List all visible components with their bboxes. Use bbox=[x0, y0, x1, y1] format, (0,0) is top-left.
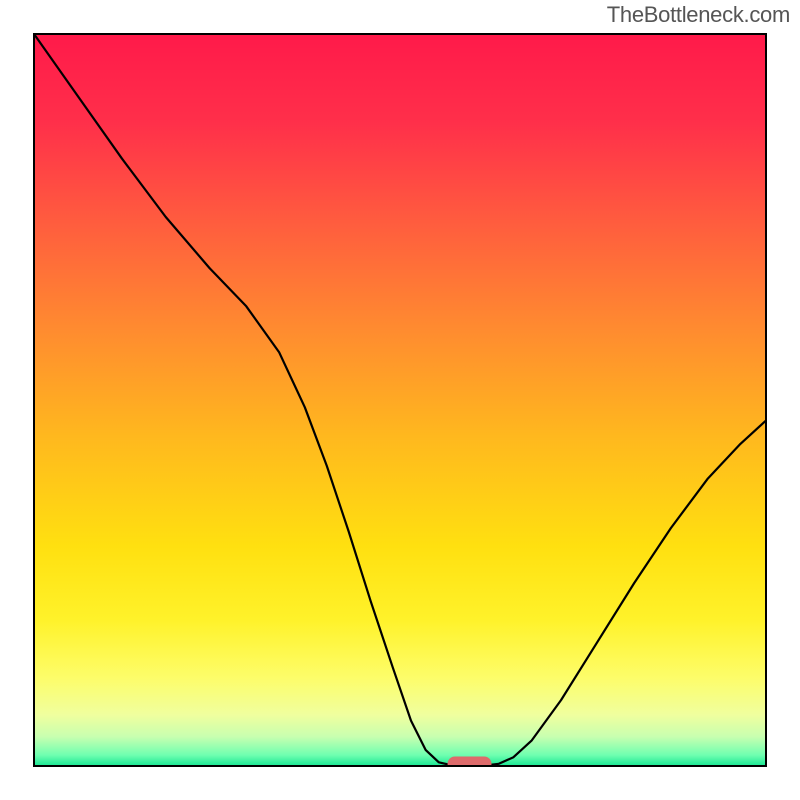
chart-container: TheBottleneck.com bbox=[0, 0, 800, 800]
bottleneck-chart bbox=[0, 0, 800, 800]
watermark-text: TheBottleneck.com bbox=[607, 2, 790, 28]
plot-background bbox=[34, 34, 766, 766]
optimal-marker bbox=[448, 756, 492, 771]
